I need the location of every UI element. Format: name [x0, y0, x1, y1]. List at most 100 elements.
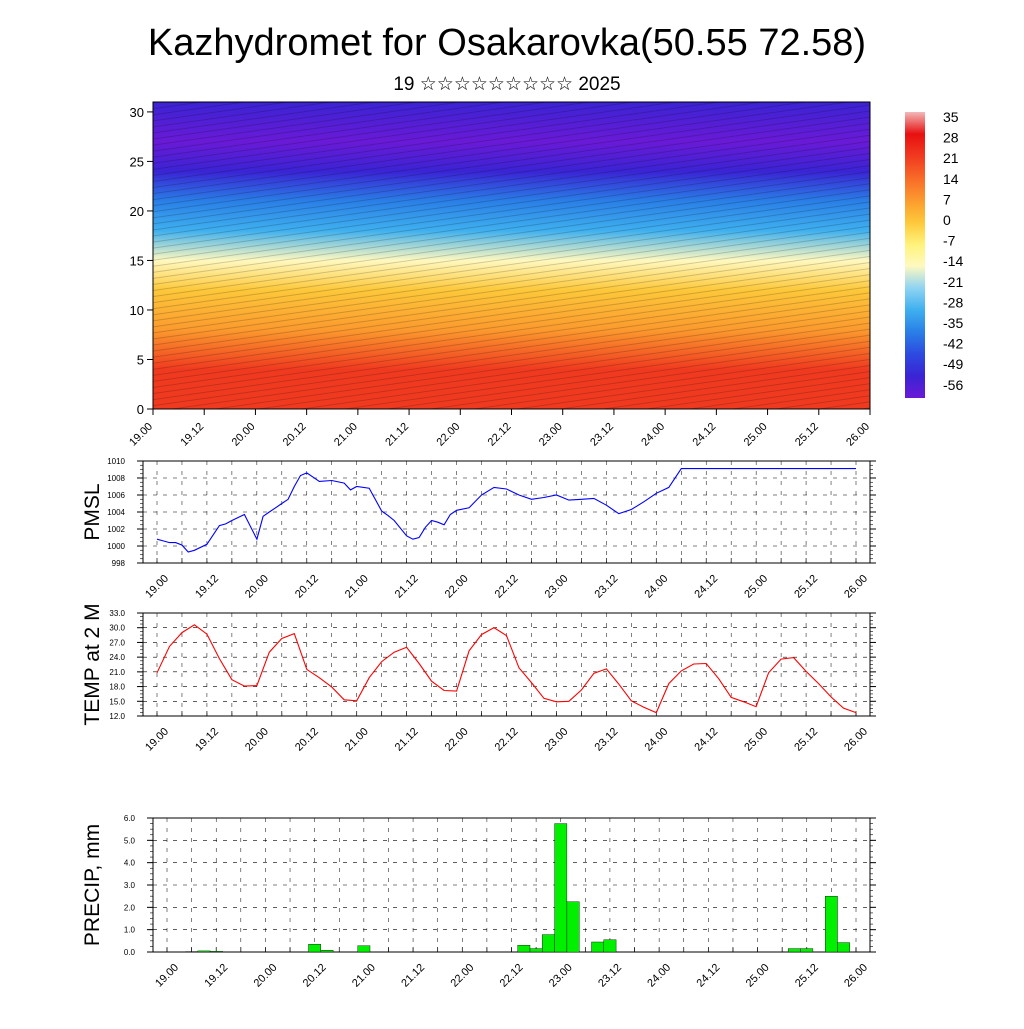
x-tick-label: 21.12 — [393, 573, 421, 601]
y-tick-label: 1010 — [107, 457, 125, 466]
x-tick-label: 22.12 — [493, 573, 521, 601]
x-tick-label: 19.12 — [178, 421, 206, 449]
precip-bar — [321, 950, 333, 952]
x-tick-label: 22.00 — [434, 421, 462, 449]
x-tick-label: 25.00 — [742, 421, 770, 449]
y-tick-label: 24.0 — [109, 653, 125, 662]
colorbar-label: -14 — [943, 253, 963, 269]
colorbar-label: -49 — [943, 356, 963, 372]
x-tick-label: 21.12 — [393, 726, 421, 754]
x-tick-label: 21.00 — [350, 962, 378, 990]
x-tick-label: 24.00 — [642, 573, 670, 601]
precip-bar — [567, 902, 579, 952]
x-tick-label: 25.12 — [793, 962, 821, 990]
precip-bar — [542, 935, 554, 952]
y-tick-label: 2.0 — [124, 903, 136, 912]
precip-bar — [555, 824, 567, 952]
x-tick-label: 24.12 — [692, 726, 720, 754]
precip-panel: 0.0 1.0 2.0 3.0 4.0 5.0 6.0 19.00 19.12 20.00 20.1… — [81, 814, 876, 990]
x-tick-label: 26.00 — [842, 726, 870, 754]
x-tick-label: 20.00 — [243, 726, 271, 754]
y-tick-label: 5.0 — [124, 836, 136, 845]
x-tick-label: 25.12 — [792, 726, 820, 754]
x-tick-label: 24.00 — [639, 421, 667, 449]
y-tick-label: 4.0 — [124, 859, 136, 868]
colorbar-label: -7 — [943, 233, 956, 249]
y-tick-label: 1004 — [107, 508, 125, 517]
x-tick-label: 25.12 — [792, 573, 820, 601]
colorbar-label: 28 — [943, 130, 959, 146]
y-tick-label: 6.0 — [124, 814, 136, 823]
colorbar-label: -28 — [943, 294, 963, 310]
y-tick-label: 0 — [137, 402, 144, 417]
x-tick-label: 22.12 — [486, 421, 514, 449]
y-tick-label: 5 — [137, 352, 144, 367]
x-tick-label: 19.12 — [193, 573, 221, 601]
chart-title: Kazhydromet for Osakarovka(50.55 72.58) — [148, 22, 866, 64]
x-tick-label: 24.12 — [692, 573, 720, 601]
x-tick-label: 19.00 — [153, 962, 181, 990]
x-tick-label: 20.12 — [293, 726, 321, 754]
y-tick-label: 0.0 — [124, 948, 136, 957]
x-tick-label: 21.00 — [343, 726, 371, 754]
y-tick-label: 1.0 — [124, 926, 136, 935]
x-tick-label: 20.00 — [243, 573, 271, 601]
x-tick-label: 23.00 — [537, 421, 565, 449]
precip-bar — [838, 943, 850, 952]
precip-bar — [530, 949, 542, 952]
y-tick-label: 998 — [112, 559, 126, 568]
x-tick-label: 26.00 — [844, 421, 872, 449]
x-tick-label: 23.00 — [543, 573, 571, 601]
colorbar-label: 14 — [943, 171, 959, 187]
x-tick-label: 21.12 — [383, 421, 411, 449]
y-axis-label: TEMP at 2 M — [81, 603, 104, 725]
y-tick-label: 1006 — [107, 491, 125, 500]
y-axis-label: PMSL — [81, 483, 104, 540]
y-tick-label: 27.0 — [109, 638, 125, 647]
x-tick-label: 22.12 — [493, 726, 521, 754]
x-tick-label: 20.00 — [252, 962, 280, 990]
x-tick-label: 21.00 — [343, 573, 371, 601]
y-tick-label: 1000 — [107, 542, 125, 551]
x-tick-label: 19.00 — [127, 421, 155, 449]
y-tick-label: 3.0 — [124, 881, 136, 890]
y-tick-label: 12.0 — [109, 712, 125, 721]
x-tick-label: 24.12 — [695, 962, 723, 990]
y-tick-label: 33.0 — [109, 609, 125, 618]
x-tick-label: 20.12 — [281, 421, 309, 449]
x-tick-label: 20.12 — [301, 962, 329, 990]
colorbar-label: 21 — [943, 150, 959, 166]
y-tick-label: 1002 — [107, 525, 125, 534]
colorbar-label: -35 — [943, 315, 963, 331]
y-tick-label: 30 — [130, 105, 144, 120]
y-axis-label: PRECIP, mm — [81, 824, 104, 946]
x-tick-label: 21.00 — [332, 421, 360, 449]
x-tick-label: 21.12 — [399, 962, 427, 990]
wind-barb-overlay — [153, 102, 870, 409]
x-tick-label: 23.12 — [588, 421, 616, 449]
precip-bar — [788, 949, 800, 952]
x-tick-label: 24.00 — [642, 726, 670, 754]
y-tick-label: 20 — [130, 204, 144, 219]
x-tick-label: 25.12 — [793, 421, 821, 449]
y-tick-label: 1008 — [107, 474, 125, 483]
x-tick-label: 24.00 — [645, 962, 673, 990]
colorbar-label: -21 — [943, 274, 963, 290]
x-tick-label: 22.00 — [443, 573, 471, 601]
x-tick-label: 19.12 — [202, 962, 230, 990]
precip-bar — [518, 945, 530, 952]
x-tick-label: 22.12 — [498, 962, 526, 990]
y-tick-label: 15 — [130, 253, 144, 268]
precip-bar — [604, 940, 616, 952]
x-tick-label: 25.00 — [742, 726, 770, 754]
precip-bar — [825, 896, 837, 952]
y-tick-label: 30.0 — [109, 624, 125, 633]
precip-bar — [801, 949, 813, 952]
x-tick-label: 22.00 — [443, 726, 471, 754]
colorbar-ramp — [905, 112, 925, 398]
